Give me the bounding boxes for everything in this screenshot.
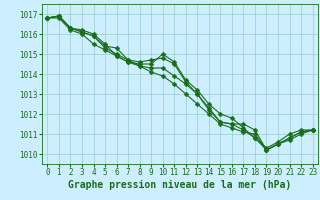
X-axis label: Graphe pression niveau de la mer (hPa): Graphe pression niveau de la mer (hPa) [68,180,292,190]
